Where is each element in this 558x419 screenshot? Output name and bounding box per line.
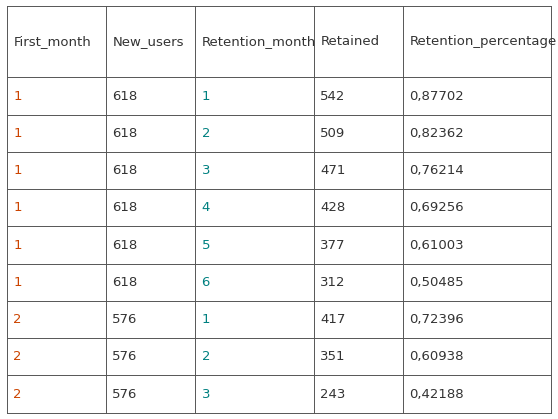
Text: 0,61003: 0,61003 <box>410 238 464 251</box>
Text: 0,69256: 0,69256 <box>410 201 464 214</box>
Text: 5: 5 <box>201 238 210 251</box>
Text: 0,87702: 0,87702 <box>410 90 464 103</box>
Text: 2: 2 <box>13 350 22 363</box>
Text: 3: 3 <box>201 164 210 177</box>
Text: Retained: Retained <box>320 35 379 48</box>
Text: 377: 377 <box>320 238 346 251</box>
Text: 471: 471 <box>320 164 346 177</box>
Text: 1: 1 <box>201 313 210 326</box>
Text: 576: 576 <box>112 388 138 401</box>
Text: 2: 2 <box>201 127 210 140</box>
Text: 2: 2 <box>201 350 210 363</box>
Text: First_month: First_month <box>13 35 91 48</box>
Text: 0,50485: 0,50485 <box>410 276 464 289</box>
Text: New_users: New_users <box>112 35 184 48</box>
Text: 0,72396: 0,72396 <box>410 313 464 326</box>
Text: 509: 509 <box>320 127 345 140</box>
Text: 6: 6 <box>201 276 210 289</box>
Text: 2: 2 <box>13 313 22 326</box>
Text: 542: 542 <box>320 90 346 103</box>
Text: 1: 1 <box>13 276 22 289</box>
Text: 1: 1 <box>13 164 22 177</box>
Text: 312: 312 <box>320 276 346 289</box>
Text: Retention_percentage: Retention_percentage <box>410 35 557 48</box>
Text: 0,42188: 0,42188 <box>410 388 464 401</box>
Text: 0,82362: 0,82362 <box>410 127 464 140</box>
Text: 0,76214: 0,76214 <box>410 164 464 177</box>
Text: 618: 618 <box>112 201 138 214</box>
Text: 618: 618 <box>112 90 138 103</box>
Text: 1: 1 <box>13 90 22 103</box>
Text: 1: 1 <box>201 90 210 103</box>
Text: 351: 351 <box>320 350 346 363</box>
Text: 243: 243 <box>320 388 346 401</box>
Text: 428: 428 <box>320 201 345 214</box>
Text: 1: 1 <box>13 238 22 251</box>
Text: 618: 618 <box>112 276 138 289</box>
Text: 1: 1 <box>13 201 22 214</box>
Text: 1: 1 <box>13 127 22 140</box>
Text: 2: 2 <box>13 388 22 401</box>
Text: 618: 618 <box>112 127 138 140</box>
Text: 0,60938: 0,60938 <box>410 350 464 363</box>
Text: 4: 4 <box>201 201 210 214</box>
Text: Retention_month: Retention_month <box>201 35 316 48</box>
Text: 576: 576 <box>112 350 138 363</box>
Text: 576: 576 <box>112 313 138 326</box>
Text: 618: 618 <box>112 238 138 251</box>
Text: 618: 618 <box>112 164 138 177</box>
Text: 3: 3 <box>201 388 210 401</box>
Text: 417: 417 <box>320 313 346 326</box>
